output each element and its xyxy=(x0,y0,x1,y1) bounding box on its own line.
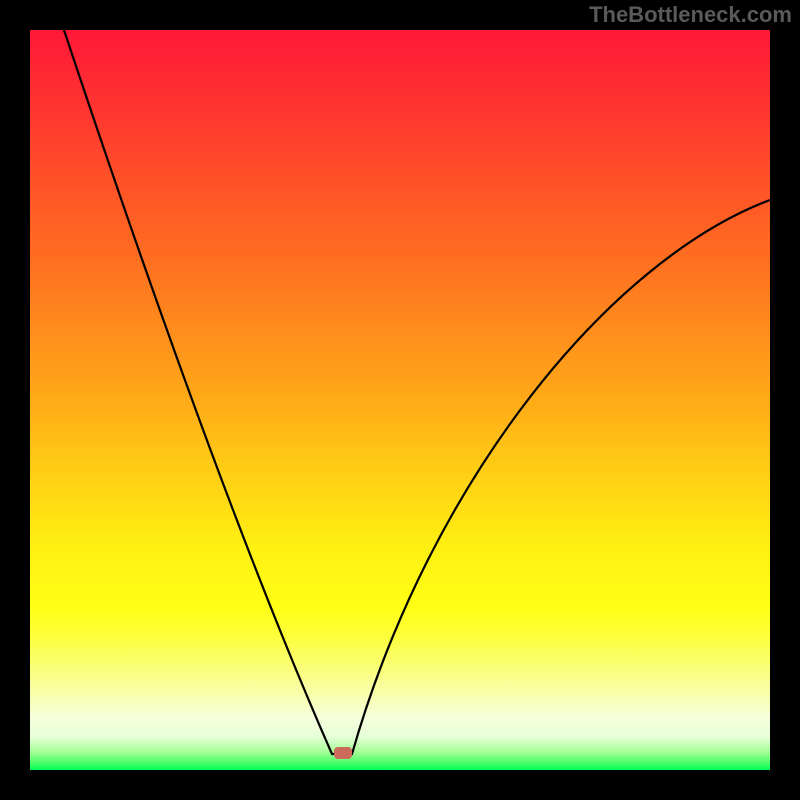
bottleneck-curve xyxy=(62,24,770,754)
chart-canvas: TheBottleneck.com xyxy=(0,0,800,800)
watermark-text: TheBottleneck.com xyxy=(589,2,792,28)
curve-layer xyxy=(0,0,800,800)
optimal-point-marker xyxy=(334,747,352,759)
